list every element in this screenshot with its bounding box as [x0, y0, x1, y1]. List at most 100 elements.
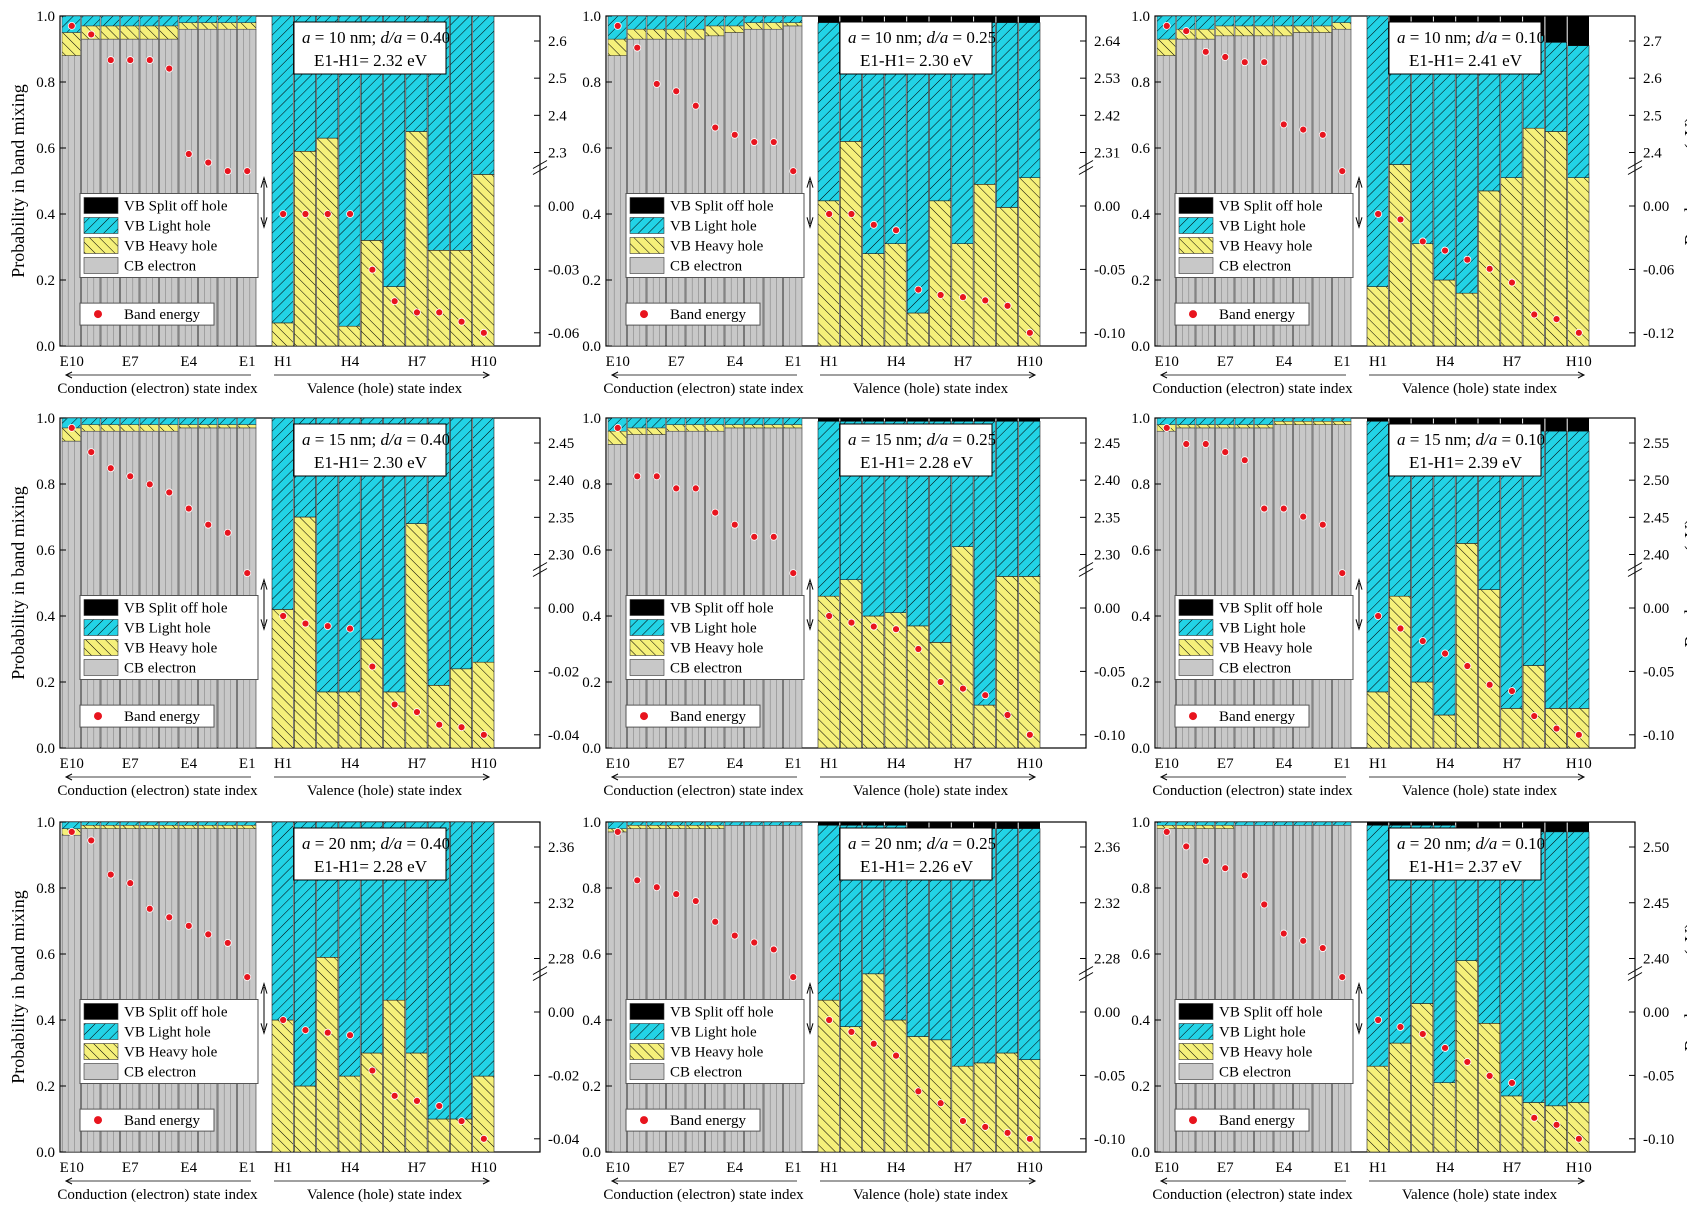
vb-light-hole-bar [293, 821, 316, 1087]
annotation-params: a = 20 nm; d/a = 0.10 [1397, 834, 1545, 853]
legend-label: Band energy [1219, 709, 1295, 725]
vb-light-hole-bar [1366, 15, 1389, 287]
vb-heavy-hole-bar [1366, 1065, 1389, 1153]
vb-energy-point [346, 624, 354, 633]
cb-light-hole-bar [198, 15, 218, 23]
vb-energy-point [869, 220, 878, 229]
cb-electron-bar [139, 430, 159, 749]
legend-label: Band energy [670, 709, 746, 725]
right-tick-label: 2.30 [1094, 548, 1120, 564]
x-axis-label-cb: Conduction (electron) state index [57, 783, 258, 799]
cb-heavy-hole-bar [178, 22, 198, 30]
vb-energy-point [869, 622, 878, 631]
vb-heavy-hole-bar [293, 516, 316, 749]
vb-split-off-bar [1500, 418, 1523, 428]
cb-heavy-hole-bar [685, 825, 705, 829]
vb-split-off-bar [818, 418, 840, 422]
x-axis-label-cb: Conduction (electron) state index [603, 783, 804, 799]
cb-light-hole-bar [237, 821, 257, 826]
cb-electron-bar [744, 824, 764, 1153]
vb-light-hole-bar [1567, 45, 1590, 179]
legend-label: CB electron [670, 259, 743, 275]
vb-energy-point [1441, 1044, 1449, 1052]
cb-tick-label: E10 [606, 756, 630, 772]
cb-energy-point [243, 167, 252, 176]
cb-light-hole-bar [217, 417, 237, 425]
cb-heavy-hole-bar [763, 424, 783, 429]
cb-light-hole-bar [763, 821, 783, 826]
x-axis-label-cb: Conduction (electron) state index [603, 1187, 804, 1203]
cb-electron-bar [1254, 427, 1274, 749]
vb-energy-point [959, 293, 967, 302]
cb-heavy-hole-bar [1234, 424, 1254, 429]
cb-energy-point [652, 472, 661, 481]
cb-electron-bar [763, 427, 783, 749]
cb-light-hole-bar [1156, 821, 1176, 826]
vb-light-hole-bar [817, 824, 840, 1001]
vb-energy-point [1485, 264, 1494, 273]
cb-tick-label: E7 [1217, 354, 1234, 370]
legend-swatch [629, 237, 665, 254]
left-tick-label: 0.0 [1131, 1145, 1150, 1161]
cb-tick-label: E4 [726, 354, 743, 370]
right-tick-label: 2.40 [548, 473, 574, 489]
cb-energy-point [1201, 440, 1210, 448]
cb-light-hole-bar [178, 417, 198, 425]
legend-swatch [629, 619, 665, 636]
vb-energy-point [1552, 1120, 1561, 1129]
annotation-gap: E1-H1= 2.41 eV [1409, 51, 1523, 70]
vb-heavy-hole-bar [1389, 1042, 1411, 1153]
vb-heavy-hole-bar [427, 684, 450, 749]
vb-energy-point [936, 291, 945, 299]
annotation-frame [839, 827, 993, 881]
vb-energy-point [1574, 1134, 1583, 1143]
cb-heavy-hole-bar [120, 25, 140, 40]
vb-tick-label: H7 [1503, 1160, 1522, 1176]
cb-energy-point [730, 520, 739, 529]
cb-energy-point [1318, 520, 1327, 529]
cb-energy-point [67, 21, 76, 30]
vb-heavy-hole-bar [338, 325, 361, 347]
vb-split-off-bar [1433, 418, 1456, 425]
vb-split-off-bar [1567, 418, 1589, 432]
vb-heavy-hole-bar [338, 691, 361, 749]
cb-heavy-hole-bar [237, 424, 257, 429]
vb-energy-point [1003, 711, 1012, 719]
vb-split-off-bar [884, 418, 907, 422]
legend: VB Split off hole VB Light hole VB Heavy h… [625, 595, 805, 728]
cb-tick-label: E1 [239, 1160, 256, 1176]
vb-energy-point [435, 1102, 444, 1110]
cb-energy-point [1338, 167, 1347, 176]
legend-label: VB Light hole [670, 621, 757, 637]
vb-heavy-hole-bar [472, 174, 495, 347]
cb-tick-label: E1 [1334, 354, 1351, 370]
cb-electron-bar [159, 828, 179, 1153]
right-tick-label: 2.50 [1643, 473, 1669, 489]
vb-heavy-hole-bar [1522, 665, 1545, 749]
cb-energy-point [204, 930, 213, 939]
y-axis-label-right: Band energy (eV) [1681, 519, 1687, 648]
vb-tick-label: H4 [887, 354, 906, 370]
legend-energy-marker [640, 712, 648, 721]
vb-light-hole-bar [472, 417, 495, 663]
cb-energy-point [769, 945, 778, 954]
cb-light-hole-bar [1312, 417, 1332, 422]
panel-2: 0.0 0.2 0.4 0.6 0.8 1.0 2.4 2.5 2.6 2.7 0.00 -0.06 -… [1131, 9, 1687, 397]
vb-tick-label: H10 [471, 756, 497, 772]
vb-energy-point [936, 1099, 945, 1108]
vb-light-hole-bar [338, 821, 361, 1077]
right-tick-label: 2.31 [1094, 146, 1120, 162]
left-tick-label: 0.8 [582, 881, 601, 897]
right-tick-label: 2.40 [1643, 548, 1669, 564]
vb-heavy-hole-bar [1018, 177, 1041, 347]
cb-light-hole-bar [685, 15, 705, 30]
vb-light-hole-bar [271, 821, 294, 1021]
annotation-box: a = 10 nm; d/a = 0.25 E1-H1= 2.30 eV [839, 21, 996, 75]
cb-electron-bar [1293, 424, 1313, 749]
cb-electron-bar [1176, 427, 1196, 749]
cb-heavy-hole-bar [724, 25, 744, 33]
cb-energy-point [1299, 512, 1308, 521]
vb-heavy-hole-bar [951, 1065, 974, 1153]
y-axis-label-left: Probability in band mixing [8, 890, 28, 1084]
cb-heavy-hole-bar [646, 28, 666, 40]
